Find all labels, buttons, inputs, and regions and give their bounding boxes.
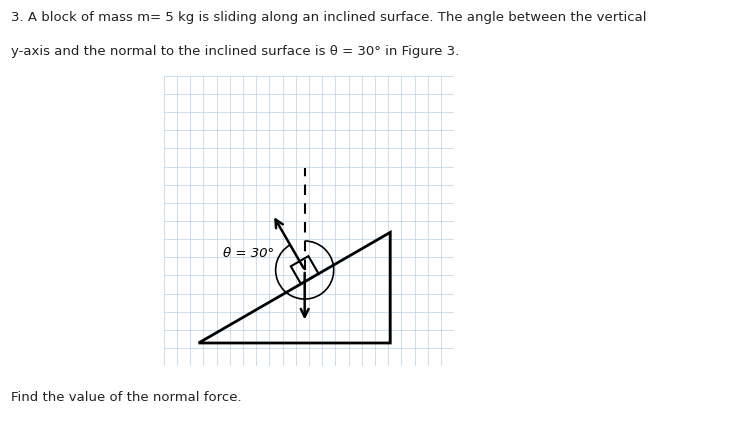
- Text: y-axis and the normal to the inclined surface is θ = 30° in Figure 3.: y-axis and the normal to the inclined su…: [11, 45, 460, 58]
- Text: Find the value of the normal force.: Find the value of the normal force.: [11, 390, 242, 403]
- Text: θ = 30°: θ = 30°: [223, 247, 275, 259]
- Text: 3. A block of mass m= 5 kg is sliding along an inclined surface. The angle betwe: 3. A block of mass m= 5 kg is sliding al…: [11, 11, 647, 23]
